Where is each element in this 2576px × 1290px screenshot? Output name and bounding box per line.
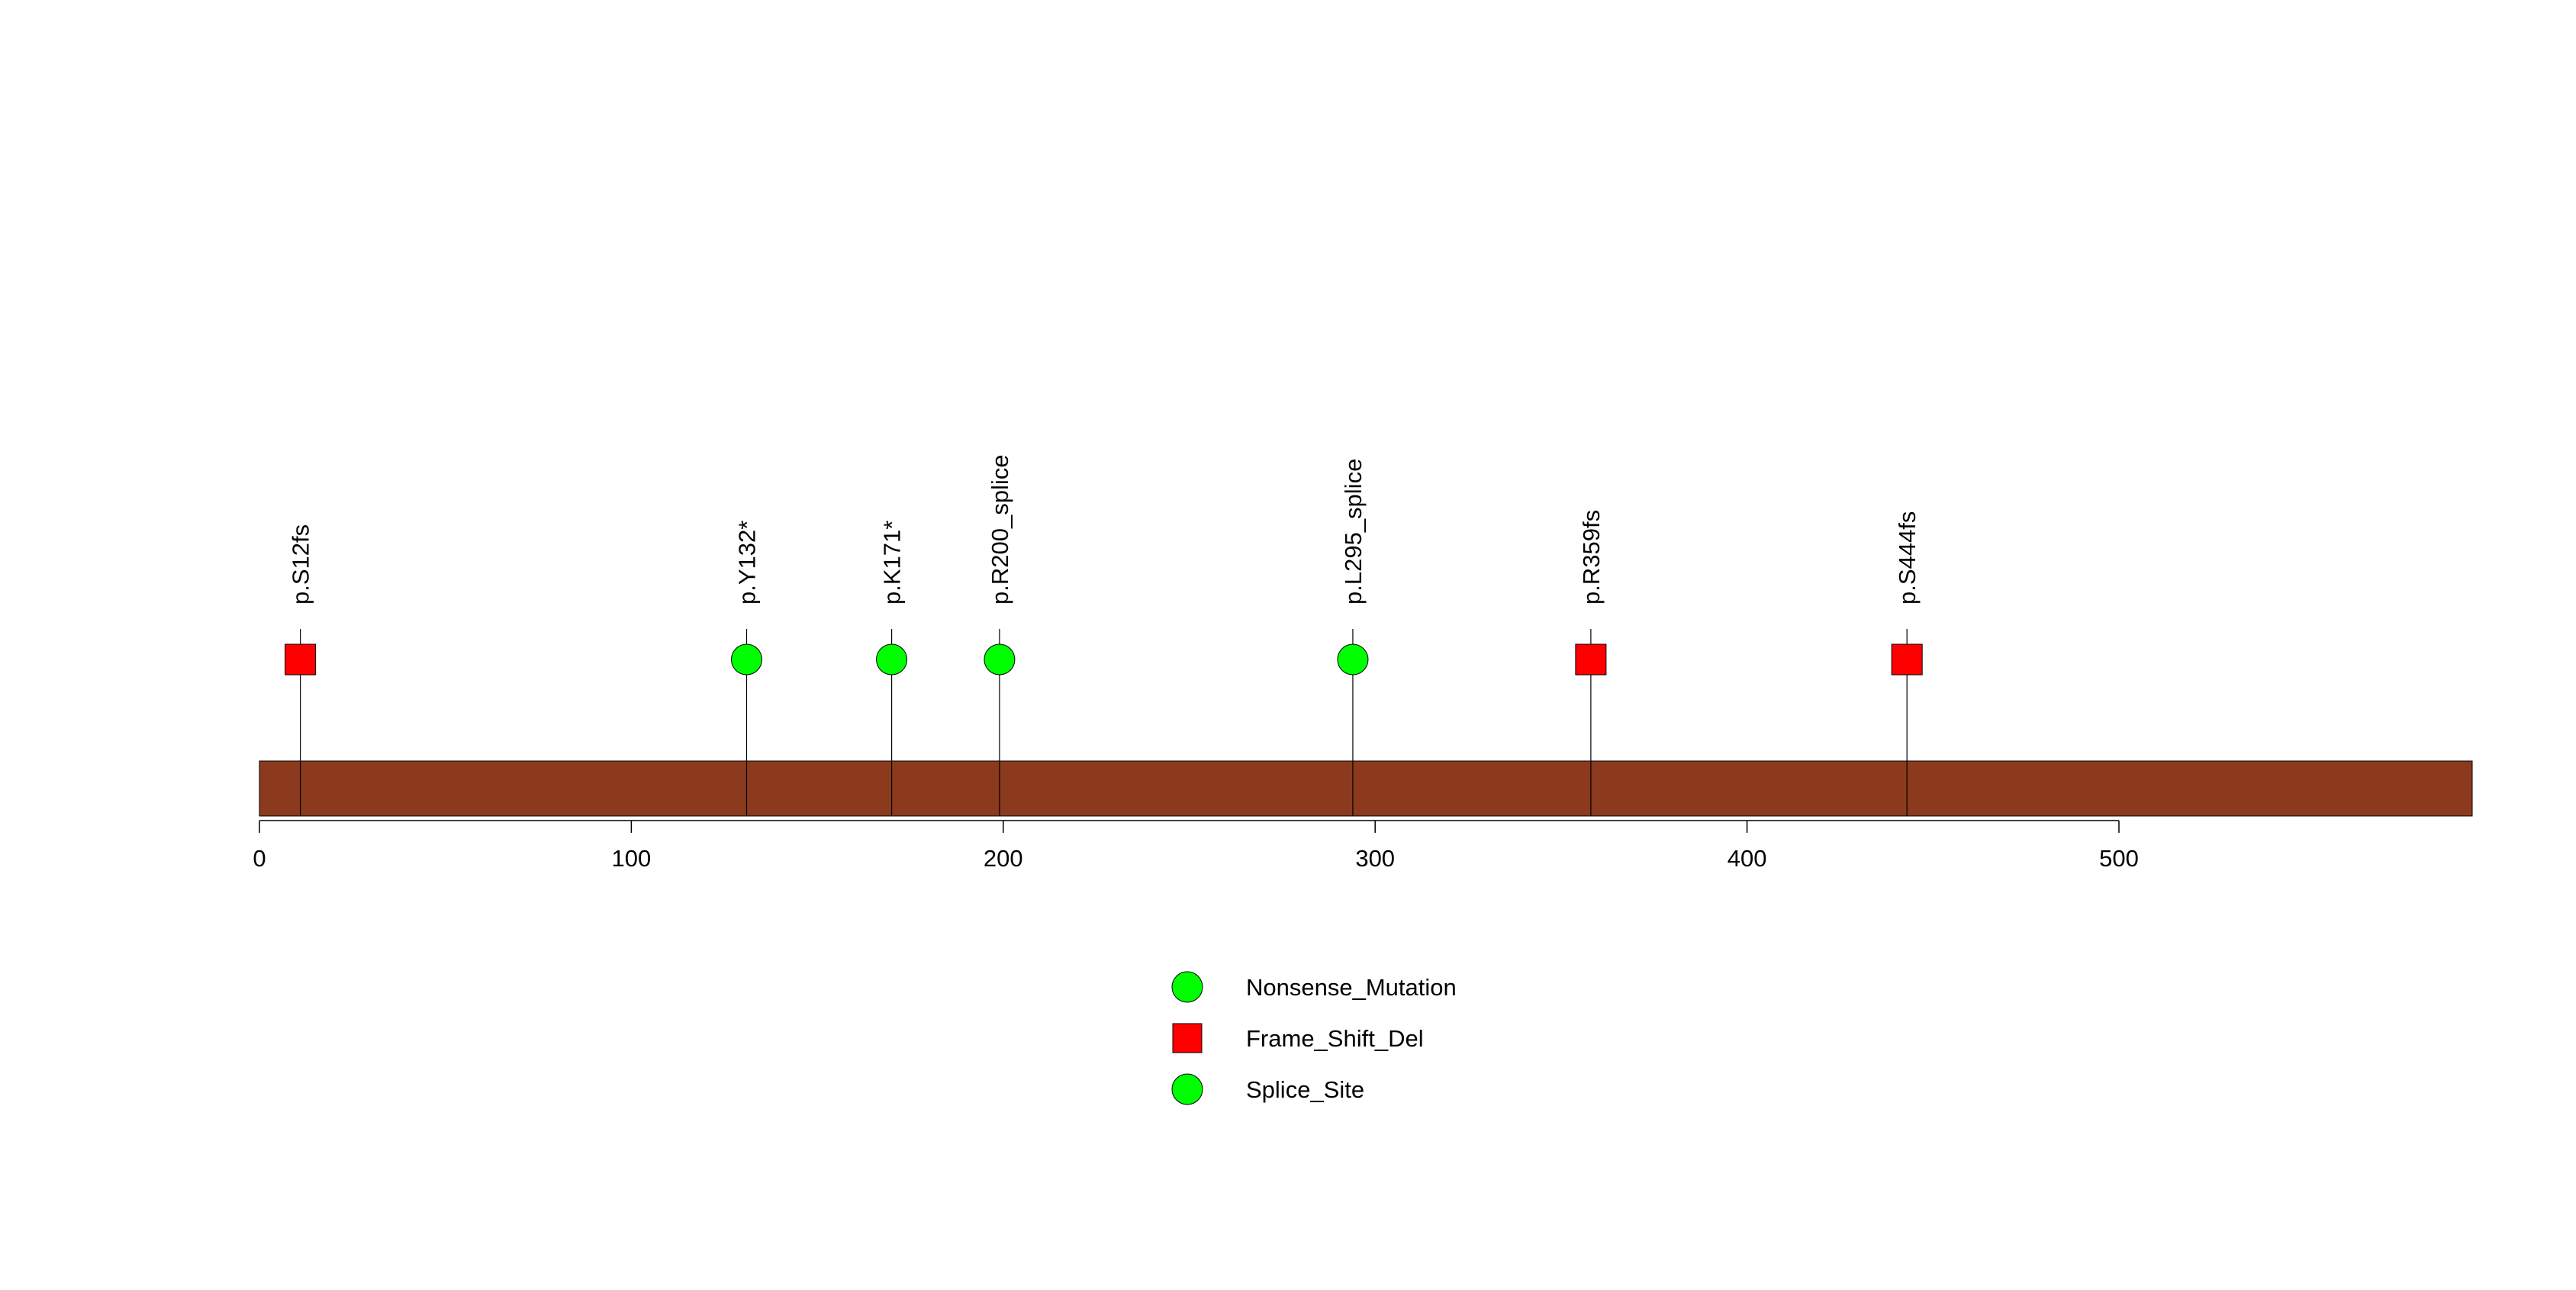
- x-tick-label: 500: [2099, 845, 2139, 872]
- legend-label: Splice_Site: [1246, 1076, 1364, 1103]
- x-tick-label: 400: [1728, 845, 1767, 872]
- legend-label: Nonsense_Mutation: [1246, 974, 1457, 1001]
- mutation-label: p.L295_splice: [1340, 459, 1367, 605]
- legend-label: Frame_Shift_Del: [1246, 1025, 1424, 1052]
- mutation-label: p.K171*: [879, 521, 906, 605]
- x-axis: 0 100 200 300 400 500: [253, 820, 2139, 872]
- mutation-label: p.S12fs: [288, 524, 314, 605]
- mutation-marker-circle: [984, 643, 1016, 676]
- mutation-label: p.S444fs: [1894, 511, 1921, 605]
- mutation-marker-square: [1891, 643, 1923, 676]
- x-tick-label: 300: [1355, 845, 1395, 872]
- legend-circle-marker: [1171, 971, 1203, 1003]
- mutation-markers: [285, 643, 1923, 676]
- mutation-marker-circle: [876, 643, 908, 676]
- mutation-marker-square: [1575, 643, 1607, 676]
- mutation-label: p.Y132*: [733, 521, 760, 605]
- protein-backbone: [259, 760, 2473, 817]
- legend-square-marker: [1172, 1023, 1203, 1053]
- mutation-marker-circle: [1337, 643, 1369, 676]
- legend-circle-marker: [1171, 1073, 1203, 1105]
- mutation-marker-circle: [730, 643, 762, 676]
- mutation-labels: p.S12fs p.Y132* p.K171* p.R200_splice p.L295…: [288, 455, 1921, 605]
- x-tick-label: 0: [253, 845, 266, 872]
- mutation-label: p.R200_splice: [987, 455, 1013, 605]
- mutation-marker-square: [285, 643, 317, 676]
- legend: Nonsense_Mutation Frame_Shift_Del Splice_S…: [1171, 971, 1457, 1105]
- mutation-label: p.R359fs: [1578, 510, 1605, 605]
- x-tick-label: 200: [984, 845, 1023, 872]
- x-tick-label: 100: [612, 845, 652, 872]
